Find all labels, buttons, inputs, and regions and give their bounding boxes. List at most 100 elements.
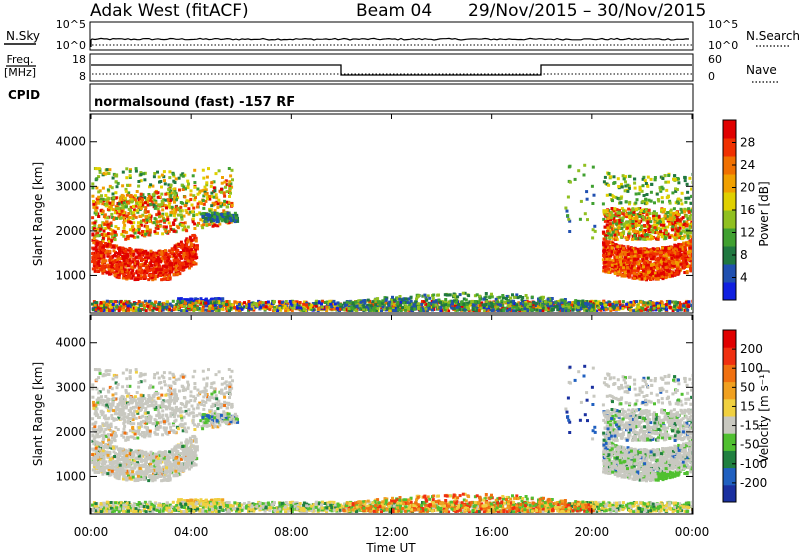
power-cell	[673, 219, 677, 222]
power-cell	[643, 179, 647, 183]
power-cell	[679, 198, 683, 202]
power-cell	[676, 213, 680, 216]
power-cell	[203, 190, 207, 194]
power-cell	[611, 224, 615, 228]
power-cell	[134, 204, 138, 208]
power-cell	[187, 199, 191, 203]
power-cell	[127, 201, 131, 205]
power-cell	[675, 188, 679, 191]
power-cell	[93, 239, 97, 242]
power-cell	[148, 230, 152, 234]
power-cell	[92, 205, 96, 209]
power-cell	[125, 193, 129, 197]
power-cell	[643, 237, 647, 241]
power-cell	[92, 247, 96, 251]
power-cell	[116, 181, 120, 185]
power-cell	[607, 261, 611, 265]
power-cell	[685, 228, 689, 232]
power-cell	[648, 212, 652, 215]
power-cell	[642, 208, 646, 212]
power-cell	[206, 217, 210, 221]
power-cell	[175, 243, 179, 247]
power-cell	[123, 196, 127, 200]
power-cell	[195, 205, 199, 209]
power-cell	[131, 267, 135, 271]
power-cell	[189, 193, 193, 197]
power-cell	[622, 266, 625, 270]
power-cell	[217, 169, 221, 173]
power-cell	[203, 213, 207, 216]
power-cell	[568, 219, 572, 223]
power-cell	[143, 256, 147, 260]
power-cell	[169, 266, 172, 270]
power-cell	[657, 231, 661, 235]
power-cell	[641, 215, 645, 219]
power-cell	[649, 263, 652, 267]
power-cell	[642, 265, 645, 269]
power-cell	[686, 232, 689, 236]
freq-unit-label: [MHz]	[4, 66, 36, 79]
power-cell	[95, 197, 99, 201]
power-cell	[183, 248, 187, 252]
power-cell	[128, 216, 132, 219]
power-cell	[163, 182, 167, 186]
power-cell	[690, 194, 692, 198]
power-cell	[173, 218, 177, 222]
power-cell	[659, 230, 663, 234]
power-cell	[658, 267, 662, 271]
power-cell	[91, 260, 95, 264]
power-cell	[350, 309, 354, 312]
power-cell	[173, 195, 176, 199]
power-cell	[220, 304, 224, 308]
power-cell	[124, 299, 127, 303]
power-cell	[603, 249, 607, 253]
power-cell	[110, 212, 114, 216]
power-cell	[204, 192, 208, 196]
power-cell	[189, 189, 193, 193]
power-cell	[663, 208, 666, 211]
power-cell	[113, 308, 116, 312]
power-cell	[103, 222, 107, 226]
power-cell	[195, 256, 199, 260]
power-cell	[599, 308, 603, 312]
power-cell	[662, 223, 666, 227]
power-cell	[186, 186, 190, 190]
power-cell	[160, 203, 164, 206]
power-cell	[213, 211, 217, 215]
power-cell	[608, 247, 612, 251]
power-cell	[181, 244, 185, 247]
power-cell	[637, 271, 641, 275]
power-cell	[166, 192, 170, 196]
power-cell	[645, 201, 649, 205]
power-cell	[179, 251, 183, 254]
power-cell	[221, 176, 224, 179]
power-cell	[616, 211, 620, 215]
power-cell	[185, 200, 189, 204]
power-cell	[192, 206, 196, 210]
power-cell	[167, 229, 171, 233]
power-cell	[649, 190, 653, 194]
power-cell	[94, 213, 98, 217]
power-cell	[166, 253, 170, 257]
power-cell	[102, 260, 106, 264]
power-cell	[131, 274, 135, 278]
power-cell	[184, 208, 188, 212]
power-cell	[101, 258, 105, 262]
power-cell	[123, 230, 127, 234]
power-cell	[209, 184, 213, 188]
power-cell	[104, 234, 108, 237]
power-cell	[641, 177, 645, 181]
power-cell	[167, 187, 171, 191]
power-cell	[212, 186, 216, 190]
power-cell	[675, 214, 679, 218]
power-cell	[651, 211, 655, 215]
power-cell	[118, 257, 122, 261]
power-cell	[662, 210, 666, 214]
power-cell	[615, 232, 619, 236]
power-cell	[642, 210, 646, 213]
power-cell	[566, 195, 570, 199]
power-cell	[243, 305, 247, 309]
power-cell	[646, 237, 650, 241]
power-cell	[92, 202, 96, 206]
power-cell	[210, 211, 214, 215]
